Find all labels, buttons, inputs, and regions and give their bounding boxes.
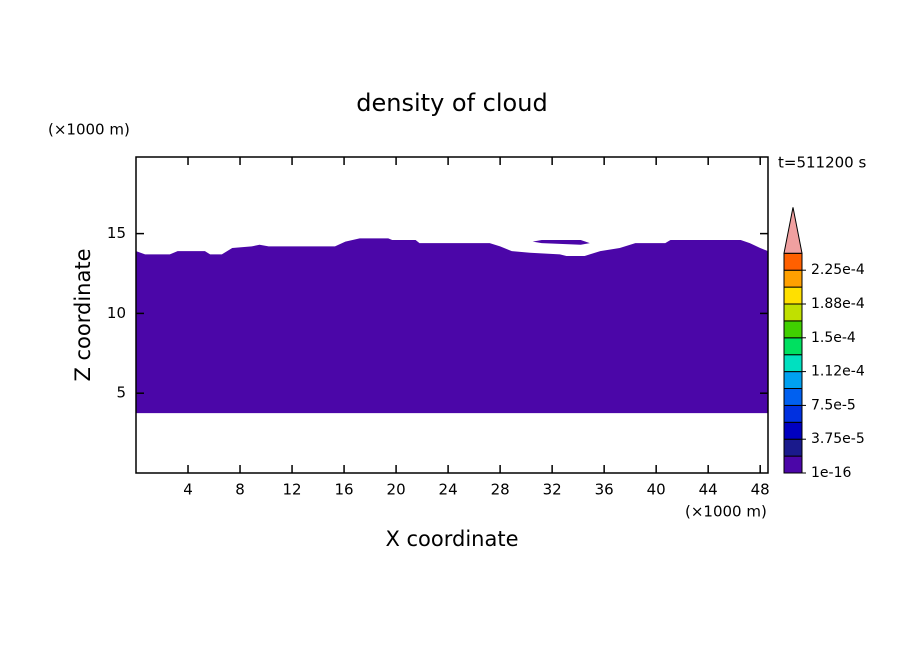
- colorbar-bin: [783, 438, 803, 457]
- x-tick-label: 20: [387, 481, 406, 499]
- colorbar-bin: [783, 354, 803, 373]
- colorbar-tick-label: 3.75e-5: [811, 431, 865, 447]
- x-tick-label: 24: [439, 481, 458, 499]
- colorbar-bin: [783, 252, 803, 271]
- x-tick-label: 4: [183, 481, 193, 499]
- y-tick-label: 10: [107, 304, 126, 322]
- cloud-region: [136, 238, 768, 414]
- colorbar-bin: [783, 269, 803, 288]
- colorbar-bin: [783, 421, 803, 440]
- colorbar-tick-label: 1.5e-4: [811, 330, 856, 346]
- cloud-region: [532, 239, 590, 245]
- colorbar-extension: [783, 207, 803, 254]
- x-tick-label: 36: [595, 481, 614, 499]
- x-tick-label: 8: [235, 481, 245, 499]
- x-tick-label: 44: [699, 481, 718, 499]
- colorbar-bin: [783, 337, 803, 356]
- x-tick-label: 48: [751, 481, 770, 499]
- colorbar-tick-label: 1.12e-4: [811, 364, 865, 380]
- x-tick-label: 28: [491, 481, 510, 499]
- colorbar-tick-label: 2.25e-4: [811, 262, 865, 278]
- x-axis-title: X coordinate: [385, 527, 518, 551]
- x-tick-label: 16: [335, 481, 354, 499]
- plot-frame: [135, 156, 769, 474]
- colorbar-tick-label: 7.5e-5: [811, 397, 856, 413]
- chart-title: density of cloud: [356, 89, 547, 117]
- colorbar-bin: [783, 320, 803, 339]
- x-unit: (×1000 m): [685, 503, 767, 521]
- colorbar-bin: [783, 303, 803, 322]
- colorbar-bin: [783, 455, 803, 474]
- x-tick-label: 40: [647, 481, 666, 499]
- colorbar-tick-label: 1e-16: [811, 465, 851, 481]
- colorbar-bin: [783, 371, 803, 390]
- colorbar-tick-label: 1.88e-4: [811, 296, 865, 312]
- y-tick-label: 5: [116, 384, 126, 402]
- x-tick-label: 12: [283, 481, 302, 499]
- colorbar-bin: [783, 388, 803, 406]
- colorbar-bin: [783, 286, 803, 305]
- y-tick-label: 15: [107, 224, 126, 242]
- time-label: t=511200 s: [778, 154, 866, 172]
- y-unit: (×1000 m): [48, 121, 130, 139]
- y-axis-title: Z coordinate: [71, 248, 95, 381]
- x-tick-label: 32: [543, 481, 562, 499]
- colorbar-bin: [783, 404, 803, 423]
